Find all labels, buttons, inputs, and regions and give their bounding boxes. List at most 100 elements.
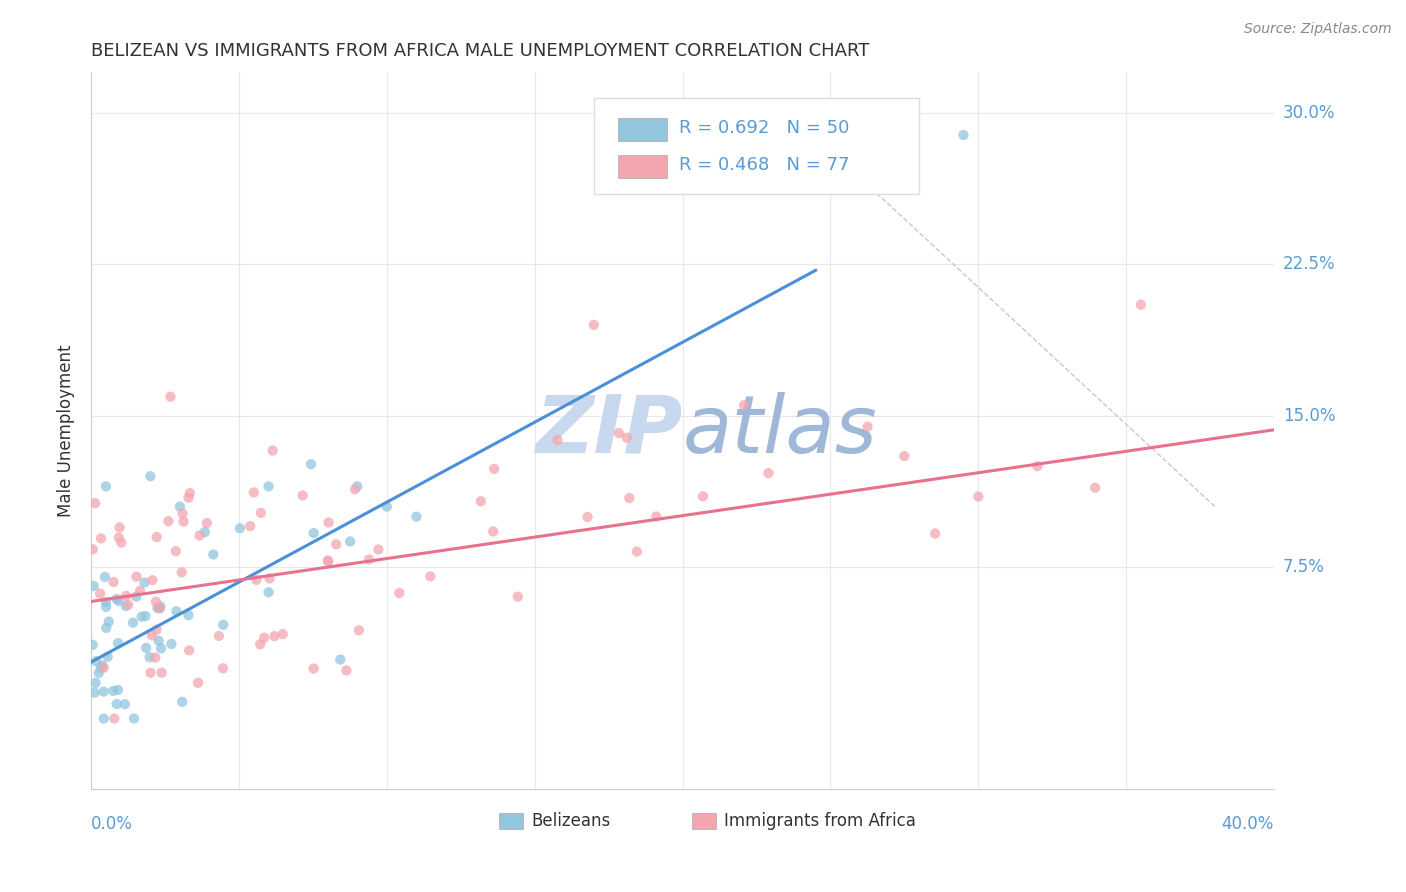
Point [329, 652, 352, 666]
Point [93, 684, 115, 698]
Text: 22.5%: 22.5% [1282, 255, 1336, 273]
Point [318, 554, 340, 568]
Point [325, 537, 347, 551]
Point [299, 457, 322, 471]
Point [82, 542, 104, 557]
Point [924, 526, 946, 541]
Text: 7.5%: 7.5% [1282, 558, 1324, 576]
Point [84, 676, 107, 690]
Point [93, 661, 115, 675]
Point [173, 515, 195, 529]
Point [97, 615, 120, 629]
Point [967, 490, 990, 504]
Point [339, 534, 361, 549]
Text: R = 0.692   N = 50: R = 0.692 N = 50 [679, 119, 849, 136]
Point [107, 594, 129, 608]
Point [148, 601, 170, 615]
Point [84, 654, 107, 668]
Point [582, 318, 605, 332]
Point [87, 666, 110, 681]
Point [253, 631, 276, 645]
Text: Immigrants from Africa: Immigrants from Africa [724, 812, 915, 830]
Point [93, 712, 115, 726]
Text: atlas: atlas [682, 392, 877, 470]
Text: 15.0%: 15.0% [1282, 407, 1336, 425]
Point [316, 553, 339, 567]
Text: 0.0%: 0.0% [91, 815, 134, 833]
Point [165, 604, 187, 618]
Point [177, 643, 200, 657]
Point [122, 615, 145, 630]
Point [357, 552, 380, 566]
Text: Belizeans: Belizeans [531, 812, 610, 830]
Point [187, 675, 209, 690]
Point [115, 599, 138, 613]
Point [367, 542, 389, 557]
Point [318, 516, 340, 530]
Point [90, 661, 112, 675]
Point [347, 624, 370, 638]
Point [302, 662, 325, 676]
Point [202, 548, 225, 562]
Point [134, 609, 156, 624]
Text: 40.0%: 40.0% [1222, 815, 1274, 833]
Point [145, 530, 167, 544]
Y-axis label: Male Unemployment: Male Unemployment [58, 344, 75, 517]
Point [1129, 298, 1152, 312]
Text: BELIZEAN VS IMMIGRANTS FROM AFRICA MALE UNEMPLOYMENT CORRELATION CHART: BELIZEAN VS IMMIGRANTS FROM AFRICA MALE … [91, 42, 869, 60]
Point [291, 488, 314, 502]
Text: R = 0.468   N = 77: R = 0.468 N = 77 [679, 156, 849, 174]
Point [172, 695, 194, 709]
Point [893, 449, 915, 463]
Point [90, 532, 112, 546]
Point [195, 516, 218, 530]
Point [146, 601, 169, 615]
Point [89, 586, 111, 600]
Point [375, 500, 398, 514]
Point [139, 665, 162, 680]
Bar [499, 813, 523, 829]
Point [482, 524, 505, 539]
Point [141, 573, 163, 587]
FancyBboxPatch shape [617, 118, 668, 141]
Point [239, 519, 262, 533]
Point [145, 623, 167, 637]
Point [257, 585, 280, 599]
Point [952, 128, 974, 142]
Point [259, 571, 281, 585]
Point [169, 500, 191, 514]
Point [243, 485, 266, 500]
Point [271, 627, 294, 641]
Point [470, 494, 492, 508]
Point [94, 599, 117, 614]
Point [179, 486, 201, 500]
FancyBboxPatch shape [593, 97, 920, 194]
Point [138, 650, 160, 665]
Text: ZIP: ZIP [536, 392, 682, 470]
Point [250, 506, 273, 520]
Point [249, 637, 271, 651]
Point [105, 697, 128, 711]
Point [117, 598, 139, 612]
Point [103, 684, 125, 698]
Point [576, 510, 599, 524]
Point [150, 641, 173, 656]
Point [134, 575, 156, 590]
Point [157, 514, 180, 528]
Point [1084, 481, 1107, 495]
Text: Source: ZipAtlas.com: Source: ZipAtlas.com [1244, 22, 1392, 37]
Point [145, 595, 167, 609]
Point [172, 507, 194, 521]
Point [692, 489, 714, 503]
Point [103, 574, 125, 589]
Point [262, 443, 284, 458]
Point [177, 491, 200, 505]
Point [208, 629, 231, 643]
Point [484, 462, 506, 476]
Point [159, 390, 181, 404]
Point [616, 431, 638, 445]
Point [107, 636, 129, 650]
Point [84, 496, 107, 510]
Point [1026, 459, 1049, 474]
Point [626, 544, 648, 558]
